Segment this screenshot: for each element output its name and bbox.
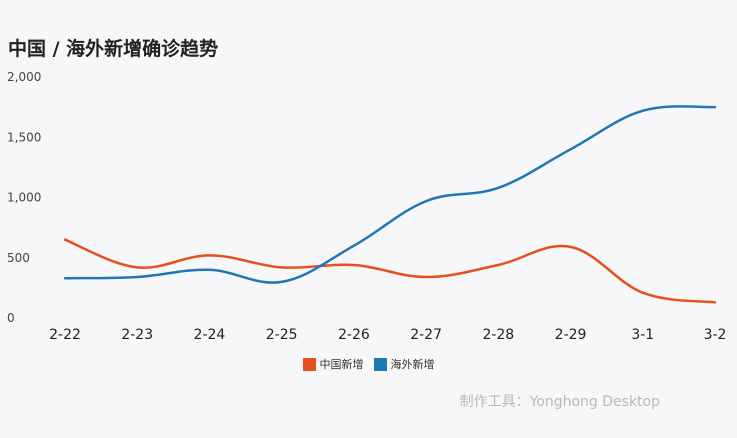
x-tick-label: 2-26 xyxy=(338,327,370,343)
legend: 中国新增 海外新增 xyxy=(0,356,737,372)
legend-label-china: 中国新增 xyxy=(319,358,364,371)
y-tick-label: 0 xyxy=(7,311,15,325)
series-line-china[interactable] xyxy=(63,238,717,304)
x-tick-label: 2-29 xyxy=(555,327,587,343)
x-tick-label: 3-1 xyxy=(631,327,654,343)
x-tick-label: 2-28 xyxy=(482,327,514,343)
x-tick-label: 3-2 xyxy=(704,327,727,343)
chart-title: 中国 / 海外新增确诊趋势 xyxy=(8,38,219,60)
legend-item-overseas[interactable]: 海外新增 xyxy=(373,356,435,372)
y-tick-label: 2,000 xyxy=(7,70,41,84)
x-tick-label: 2-27 xyxy=(410,327,442,343)
x-axis-ticks: 2-22 2-23 2-24 2-25 2-26 2-27 2-28 2-29 3-1 3-2 xyxy=(49,327,726,343)
x-tick-label: 2-22 xyxy=(49,327,81,343)
legend-swatch-overseas xyxy=(373,357,387,371)
legend-label-overseas: 海外新增 xyxy=(390,358,435,371)
series-lines xyxy=(63,105,717,304)
x-tick-label: 2-24 xyxy=(194,327,226,343)
y-tick-label: 1,500 xyxy=(7,130,41,144)
y-tick-label: 1,000 xyxy=(7,191,41,205)
y-tick-label: 500 xyxy=(7,251,30,265)
credit-text: 制作工具：Yonghong Desktop xyxy=(459,394,660,410)
legend-swatch-china xyxy=(302,357,316,371)
legend-item-china[interactable]: 中国新增 xyxy=(302,356,364,372)
x-tick-label: 2-25 xyxy=(266,327,298,343)
y-axis-ticks: 0 500 1,000 1,500 2,000 xyxy=(7,70,41,325)
x-tick-label: 2-23 xyxy=(121,327,153,343)
series-line-overseas[interactable] xyxy=(63,105,717,284)
